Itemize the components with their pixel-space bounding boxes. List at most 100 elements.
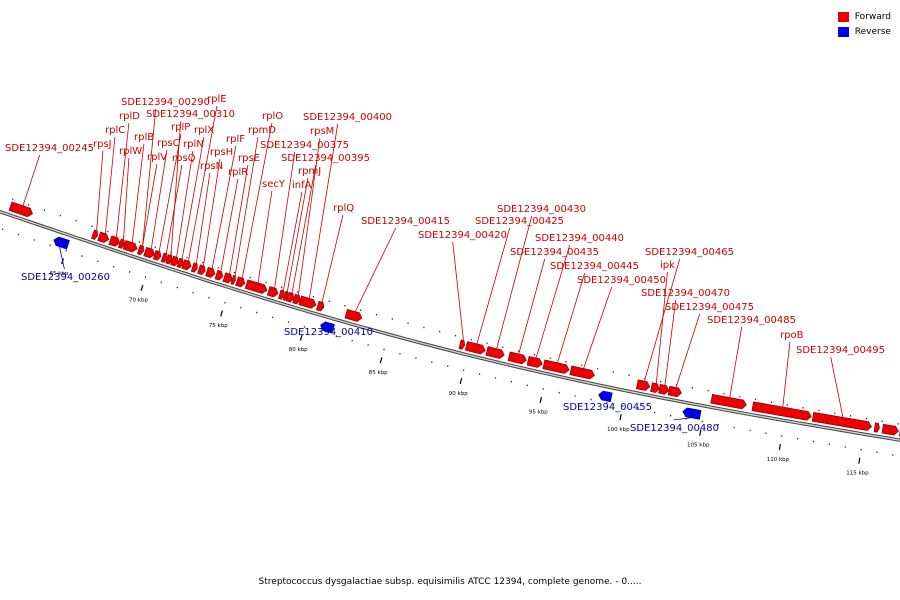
leader-line bbox=[158, 133, 182, 252]
gene-label: rplV bbox=[147, 152, 167, 163]
gene-label: SDE12394_00475 bbox=[665, 302, 754, 313]
gene-rplB bbox=[122, 240, 138, 253]
gene-label: rpmJ bbox=[298, 166, 321, 177]
gene-label: SDE12394_00455 bbox=[563, 402, 652, 413]
leader-line bbox=[557, 272, 586, 363]
gene-SDE12394_00485 bbox=[710, 393, 747, 410]
gene-label: rplC bbox=[105, 125, 125, 136]
gene-SDE12394_00375 bbox=[266, 286, 279, 298]
major-tick bbox=[379, 357, 383, 364]
gene-label: rpsQ bbox=[172, 153, 196, 164]
gene-SDE12394_00495 bbox=[811, 412, 872, 431]
leader-line bbox=[170, 120, 182, 256]
leader-line bbox=[116, 122, 130, 238]
gene-SDE12394_00400 bbox=[298, 295, 317, 309]
gene-rpmD bbox=[230, 274, 236, 285]
gene-label: rplN bbox=[183, 139, 204, 150]
gene-SDE12394_00420 bbox=[458, 339, 466, 350]
gene-label: SDE12394_00435 bbox=[510, 247, 599, 258]
leader-line bbox=[203, 158, 221, 266]
gene-label: SDE12394_00245 bbox=[5, 143, 94, 154]
major-tick bbox=[699, 429, 702, 436]
leader-line bbox=[104, 136, 116, 234]
major-tick bbox=[619, 414, 622, 421]
leader-line bbox=[291, 164, 317, 294]
gene-label: SDE12394_00440 bbox=[535, 233, 624, 244]
legend-label-reverse: Reverse bbox=[854, 26, 891, 37]
gene-rpsN bbox=[190, 262, 198, 273]
leader-line bbox=[782, 341, 791, 408]
gene-SDE12394_00395 bbox=[285, 291, 295, 303]
gene-unlabeled-46 bbox=[881, 423, 899, 436]
gene-rplE bbox=[181, 259, 192, 271]
gene-label: SDE12394_00425 bbox=[475, 216, 564, 227]
forward-swatch bbox=[837, 11, 849, 22]
gene-SDE12394_00450 bbox=[569, 365, 595, 380]
gene-label: rpmD bbox=[248, 125, 276, 136]
gene-label: SDE12394_00470 bbox=[641, 288, 730, 299]
backbone bbox=[0, 210, 900, 441]
leader-line bbox=[274, 151, 296, 289]
leader-line bbox=[297, 137, 321, 296]
leader-line bbox=[286, 177, 309, 292]
gene-rplX bbox=[176, 257, 184, 269]
gene-label: rplD bbox=[119, 111, 140, 122]
gene-rplQ bbox=[316, 300, 325, 312]
gene-label: SDE12394_00480 bbox=[630, 423, 719, 434]
leader-line bbox=[325, 323, 328, 332]
gene-rpsJ bbox=[91, 229, 98, 240]
gene-rplC bbox=[97, 231, 110, 243]
gene-label: rpsM bbox=[310, 126, 334, 137]
leader-line bbox=[655, 271, 668, 384]
leader-line bbox=[150, 149, 168, 249]
leader-line bbox=[195, 172, 211, 264]
major-tick bbox=[220, 310, 224, 317]
leader-line bbox=[131, 143, 145, 243]
leader-line bbox=[181, 136, 205, 259]
gene-label: rplE bbox=[207, 94, 227, 105]
gene-label: rplO bbox=[262, 111, 283, 122]
leader-line bbox=[142, 108, 157, 246]
major-tick bbox=[299, 334, 303, 341]
major-tick bbox=[778, 444, 781, 451]
gene-label: rplX bbox=[194, 125, 214, 136]
gene-rpsE bbox=[222, 272, 233, 284]
leader-line bbox=[452, 241, 464, 341]
gene-SDE12394_00430 bbox=[485, 346, 505, 359]
gene-label: ipk bbox=[660, 260, 675, 271]
gene-rpsC bbox=[143, 246, 155, 259]
gene-label: SDE12394_00450 bbox=[577, 275, 666, 286]
leader-line bbox=[664, 299, 677, 386]
leader-line bbox=[518, 258, 546, 355]
scale-label: 100 kbp bbox=[607, 427, 630, 433]
gene-secY bbox=[244, 279, 268, 294]
leader-line bbox=[176, 150, 194, 258]
gene-label: infA bbox=[292, 180, 312, 191]
leader-line bbox=[229, 164, 249, 275]
gene-rpsH bbox=[197, 264, 206, 275]
gene-SDE12394_00245 bbox=[8, 201, 33, 218]
gene-rplD bbox=[108, 235, 121, 247]
gene-SDE12394_00260 bbox=[53, 236, 70, 250]
legend-item-forward: Forward bbox=[837, 9, 891, 24]
gene-SDE12394_00445 bbox=[542, 359, 570, 374]
gene-label: SDE12394_00485 bbox=[707, 315, 796, 326]
gene-rplN bbox=[170, 255, 179, 267]
leader-line bbox=[142, 163, 158, 247]
major-tick bbox=[858, 457, 861, 464]
gene-label: secY bbox=[262, 179, 286, 190]
gene-label: rplB bbox=[134, 132, 154, 143]
leader-line bbox=[354, 227, 397, 312]
gene-label: SDE12394_00495 bbox=[796, 345, 885, 356]
leader-line bbox=[123, 157, 130, 240]
leader-line bbox=[583, 286, 613, 369]
gene-ipk bbox=[650, 382, 660, 393]
leader-line bbox=[211, 145, 237, 269]
gene-label: rpsJ bbox=[93, 139, 112, 150]
gene-rpsM bbox=[292, 293, 301, 305]
leader-line bbox=[496, 215, 533, 349]
gene-label: SDE12394_00375 bbox=[260, 140, 349, 151]
gene-SDE12394_00435 bbox=[507, 351, 527, 365]
scale-label: 105 kbp bbox=[687, 443, 710, 449]
gene-rplR bbox=[214, 269, 224, 281]
